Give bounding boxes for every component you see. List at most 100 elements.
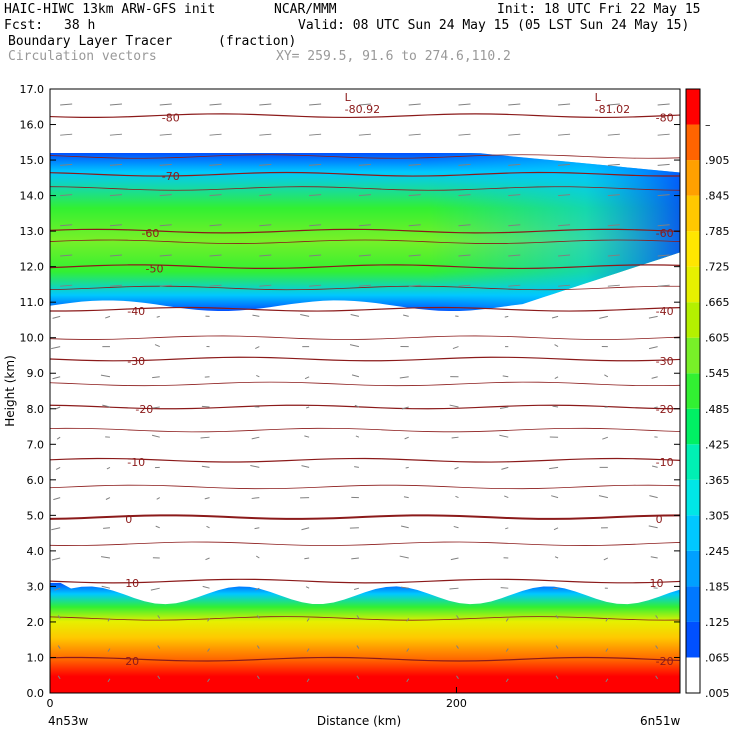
vector-arrow (558, 224, 571, 227)
vector-arrow (306, 618, 310, 622)
boundary-tracer-band (50, 582, 680, 693)
circulation-vectors (51, 103, 670, 683)
vector-arrow (400, 586, 409, 589)
vector-arrow (109, 224, 122, 227)
vector-arrow (306, 648, 310, 652)
vector-arrow (107, 618, 111, 622)
vector-arrow (452, 346, 459, 350)
y-tick-label: 8.0 (27, 403, 45, 416)
contour-label: -20 (135, 403, 153, 416)
vector-arrow (406, 648, 410, 652)
vector-arrow (657, 284, 670, 287)
vector-arrow (159, 133, 172, 136)
vector-arrow (255, 346, 260, 350)
vector-arrow (504, 495, 509, 499)
vector-arrow (508, 284, 521, 287)
vector-arrow (654, 406, 658, 409)
vector-arrow (309, 224, 322, 227)
vector-arrow (651, 376, 658, 379)
vector-arrow (102, 404, 111, 408)
vector-arrow (103, 527, 110, 529)
vector-arrow (204, 497, 210, 500)
vector-arrow (508, 103, 521, 106)
contour-label: 20 (125, 655, 139, 668)
vector-arrow (159, 163, 172, 166)
contour-label: -80 (656, 111, 674, 124)
contour-line-minor (49, 285, 681, 291)
vector-arrow (209, 103, 222, 106)
colorbar-segment (686, 89, 700, 125)
colorbar-label: .605 (705, 332, 730, 345)
vector-arrow (101, 585, 111, 589)
y-tick-label: 5.0 (27, 509, 45, 522)
vector-arrow (252, 314, 260, 317)
contour-label: -80 (162, 111, 180, 124)
vector-arrow (107, 648, 111, 652)
vector-arrow (358, 133, 371, 136)
contour-label: -10 (127, 456, 145, 469)
vector-arrow (358, 163, 371, 166)
vector-arrow (56, 436, 61, 440)
vector-arrow (454, 466, 459, 470)
vector-arrow (256, 555, 260, 559)
vector-arrow (349, 344, 360, 348)
vector-arrow (60, 284, 73, 287)
vector-arrow (52, 315, 61, 319)
vector-arrow (551, 495, 559, 499)
vector-arrow (304, 435, 310, 438)
vector-arrow (159, 194, 172, 197)
vector-arrow (300, 313, 310, 317)
vector-arrow (305, 586, 310, 589)
colorbar-segment (686, 479, 700, 516)
vector-arrow (399, 376, 409, 379)
x-axis-title: Distance (km) (317, 714, 401, 728)
y-tick-label: 11.0 (20, 296, 45, 309)
vector-arrow (508, 163, 521, 166)
y-tick-label: 7.0 (27, 438, 45, 451)
vector-arrow (205, 557, 210, 561)
upper-tracer-edge (50, 152, 680, 312)
vector-arrow (458, 194, 471, 197)
vector-arrow (558, 254, 571, 257)
vector-arrow (151, 434, 160, 438)
vector-arrow (309, 194, 322, 197)
vector-arrow (552, 405, 559, 408)
vector-arrow (256, 374, 260, 378)
vector-arrow (57, 615, 61, 619)
vector-arrow (309, 163, 322, 166)
vector-arrow (500, 587, 509, 589)
vector-arrow (256, 615, 260, 619)
contour-line (49, 113, 681, 119)
contour-line-minor (49, 239, 681, 244)
y-tick-label: 13.0 (20, 225, 45, 238)
colorbar-segment (686, 444, 700, 480)
x-axis: 0 200 (47, 687, 467, 710)
colorbar-segment (686, 266, 700, 303)
contour-line-minor (49, 484, 681, 490)
vector-arrow (54, 587, 61, 591)
vector-arrow (607, 254, 620, 257)
vector-arrow (605, 678, 609, 683)
vector-arrow (505, 618, 509, 622)
colorbar-label: .125 (705, 616, 730, 629)
temperature-contours (49, 113, 681, 662)
vector-arrow (456, 675, 459, 680)
contour-line-minor (49, 427, 681, 433)
vector-arrow (309, 254, 322, 257)
vector-arrow (408, 163, 421, 166)
vector-arrow (259, 254, 272, 257)
vector-arrow (401, 406, 409, 410)
vector-arrow (505, 527, 509, 530)
vector-arrow (251, 497, 260, 499)
vector-arrow (607, 194, 620, 197)
xy-readout: XY= 259.5, 91.6 to 274.6,110.2 (276, 49, 511, 64)
y-axis: 0.0 1.0 2.0 3.0 4.0 5.0 6.0 7.0 8.0 9.0 10.0 11.0 12… (20, 83, 680, 700)
vector-arrow (657, 194, 670, 197)
vector-arrow (508, 224, 521, 227)
colorbar-segment (686, 621, 700, 658)
vector-arrow (555, 615, 559, 619)
y-tick-label: 16.0 (20, 119, 45, 132)
colorbar-label: .905 (705, 154, 730, 167)
contour-line-minor (49, 186, 681, 191)
x-left-endpoint: 4n53w (48, 714, 89, 728)
